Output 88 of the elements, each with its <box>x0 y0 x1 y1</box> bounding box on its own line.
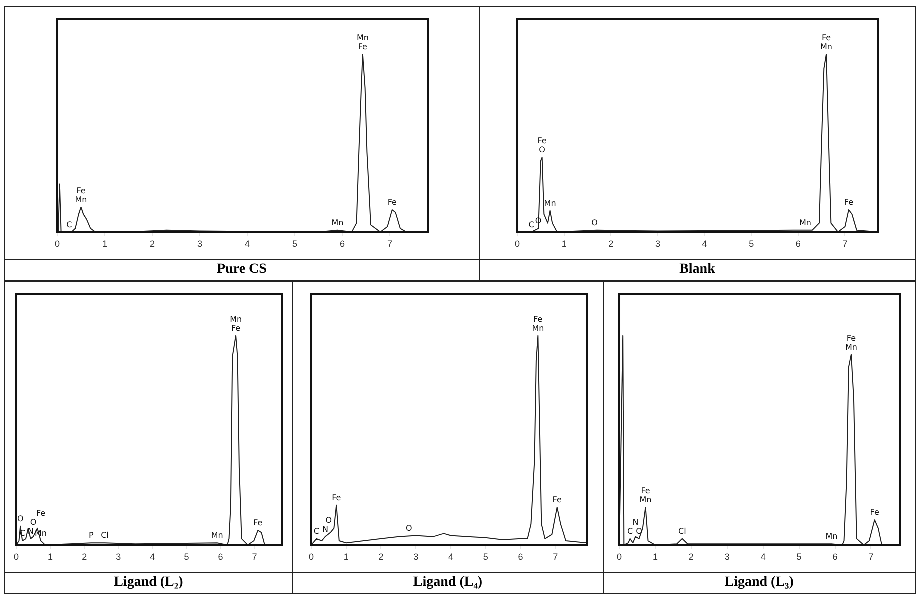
text: Blank <box>480 259 915 281</box>
annotation: Fe <box>254 518 263 528</box>
x-tick-label: 6 <box>833 552 838 562</box>
x-tick-label: 2 <box>689 552 694 562</box>
x-tick-label: 7 <box>252 552 258 562</box>
annotation: Cl <box>678 527 687 536</box>
x-tick-label: 2 <box>150 239 155 250</box>
annotation: Fe <box>538 136 548 146</box>
x-tick-label: 5 <box>750 239 755 250</box>
x-tick-label: 2 <box>82 552 88 562</box>
x-tick-label: 6 <box>796 239 802 250</box>
annotation: Fe <box>844 198 854 208</box>
annotation: O <box>636 527 643 536</box>
annotation: C <box>529 220 536 230</box>
annotation: Mn <box>800 218 812 228</box>
x-tick-label: 6 <box>340 239 345 250</box>
annotation: Mn <box>826 532 838 542</box>
annotation: Mn <box>532 324 544 333</box>
annotation: C <box>313 527 320 536</box>
x-tick-label: 3 <box>725 552 730 562</box>
x-tick-label: 7 <box>843 239 848 250</box>
x-tick-label: 0 <box>54 239 60 250</box>
x-tick-label: 1 <box>48 552 54 562</box>
x-tick-label: 3 <box>413 552 418 562</box>
x-tick-label: 3 <box>197 239 202 250</box>
x-tick-label: 1 <box>343 552 348 562</box>
x-tick-label: 6 <box>518 552 523 562</box>
annotation: O <box>30 518 37 527</box>
annotation: O <box>325 516 332 525</box>
annotation: O <box>592 218 598 228</box>
annotation: Fe <box>552 496 562 505</box>
annotation: Fe <box>388 198 397 208</box>
annotation: O <box>406 524 412 533</box>
annotation: O <box>540 146 546 155</box>
annotation: Mn <box>212 531 224 540</box>
annotation: Mn <box>640 496 652 505</box>
x-tick-label: 5 <box>482 552 488 562</box>
annotation: Fe <box>36 509 46 518</box>
annotation: Mn <box>544 198 557 208</box>
text: Ligand (L₂) <box>5 572 292 594</box>
annotation: Mn <box>846 342 858 352</box>
x-tick-label: 7 <box>552 552 558 562</box>
x-tick-label: 4 <box>448 552 454 562</box>
annotation: O <box>18 514 24 524</box>
x-tick-label: 0 <box>515 239 520 250</box>
annotation: Mn <box>230 314 242 324</box>
x-tick-label: 0 <box>617 552 622 562</box>
x-tick-label: 4 <box>702 239 708 250</box>
annotation: Fe <box>822 34 832 43</box>
x-tick-label: 0 <box>14 552 20 562</box>
annotation: Mn <box>820 42 833 52</box>
annotation: Mn <box>356 34 369 43</box>
annotation: Mn <box>75 195 88 204</box>
annotation: Fe <box>642 486 651 496</box>
x-tick-label: 5 <box>292 239 298 250</box>
text: Ligand (L₃) <box>604 572 915 594</box>
annotation: Mn <box>332 218 344 228</box>
annotation: Fe <box>533 314 542 324</box>
x-tick-label: 7 <box>869 552 874 562</box>
x-tick-label: 6 <box>218 552 224 562</box>
x-tick-label: 0 <box>308 552 314 562</box>
x-tick-label: 3 <box>116 552 122 562</box>
annotation: Fe <box>847 334 856 343</box>
annotation: Fe <box>232 324 241 333</box>
x-tick-label: 2 <box>378 552 384 562</box>
annotation: Cl <box>101 531 110 540</box>
x-tick-label: 5 <box>797 552 802 562</box>
annotation: P <box>89 531 94 540</box>
x-tick-label: 2 <box>609 239 614 250</box>
x-tick-label: 3 <box>656 239 661 250</box>
x-tick-label: 5 <box>184 552 190 562</box>
annotation: Fe <box>358 42 368 52</box>
x-tick-label: 4 <box>150 552 156 562</box>
x-tick-label: 1 <box>102 239 108 250</box>
x-tick-label: 1 <box>653 552 658 562</box>
annotation: N <box>633 518 640 527</box>
annotation: N <box>322 524 328 534</box>
text: Ligand (L₄) <box>293 572 603 594</box>
text: Pure CS <box>5 259 479 281</box>
annotation: Fe <box>332 494 341 503</box>
annotation: C <box>628 527 634 536</box>
x-tick-label: 4 <box>244 239 250 250</box>
annotation: Fe <box>76 186 86 196</box>
annotation: C <box>66 220 73 230</box>
annotation: Fe <box>870 508 880 518</box>
x-tick-label: 1 <box>562 239 568 250</box>
x-tick-label: 4 <box>761 552 766 562</box>
x-tick-label: 7 <box>387 239 392 250</box>
